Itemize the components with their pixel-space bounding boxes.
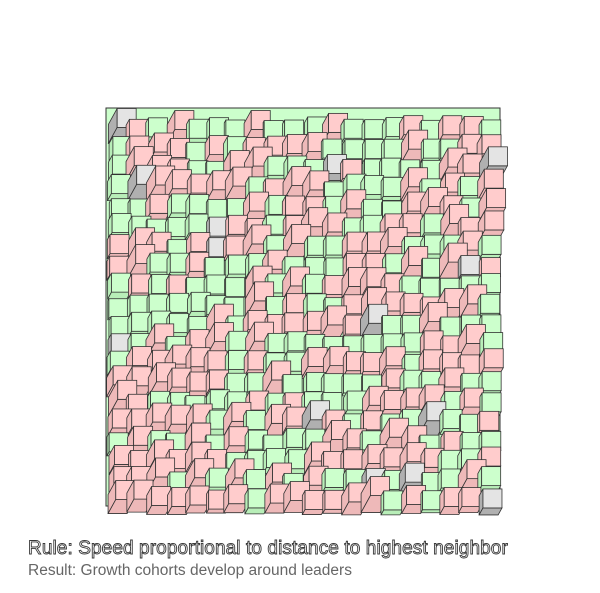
growth-block — [146, 486, 172, 515]
growth-block — [264, 483, 291, 514]
growth-block — [186, 371, 210, 398]
growth-block — [380, 490, 404, 516]
growth-block — [223, 426, 249, 456]
growth-block — [420, 490, 443, 514]
growth-block — [476, 410, 500, 435]
leader-block — [478, 488, 503, 516]
growth-block — [439, 409, 463, 435]
growth-block — [320, 305, 348, 338]
growth-block — [359, 352, 384, 377]
growth-block — [322, 235, 346, 261]
growth-block — [301, 490, 325, 515]
growth-block — [106, 234, 130, 260]
block-growth-visualization — [105, 107, 509, 516]
growth-block — [205, 489, 229, 514]
growth-block — [224, 254, 249, 281]
growth-block — [321, 468, 345, 494]
growth-block — [380, 176, 403, 201]
growth-block — [477, 234, 502, 262]
growth-block — [322, 489, 345, 514]
growth-block — [380, 315, 403, 337]
growth-block — [223, 277, 246, 300]
growth-block — [478, 371, 502, 398]
growth-block — [438, 242, 468, 279]
growth-block — [437, 115, 463, 144]
growth-block — [379, 390, 405, 417]
growth-block — [107, 298, 129, 321]
result-caption: Result: Growth cohorts develop around le… — [28, 562, 352, 579]
growth-block — [106, 272, 132, 300]
growth-block — [420, 257, 443, 280]
rule-caption: Rule: Speed proportional to distance to … — [28, 538, 509, 560]
growth-block — [225, 214, 249, 240]
growth-block — [457, 487, 482, 513]
growth-block — [184, 485, 210, 514]
growth-block — [342, 314, 365, 339]
growth-block — [223, 484, 249, 514]
growth-block — [244, 488, 268, 515]
growth-block — [106, 174, 132, 202]
